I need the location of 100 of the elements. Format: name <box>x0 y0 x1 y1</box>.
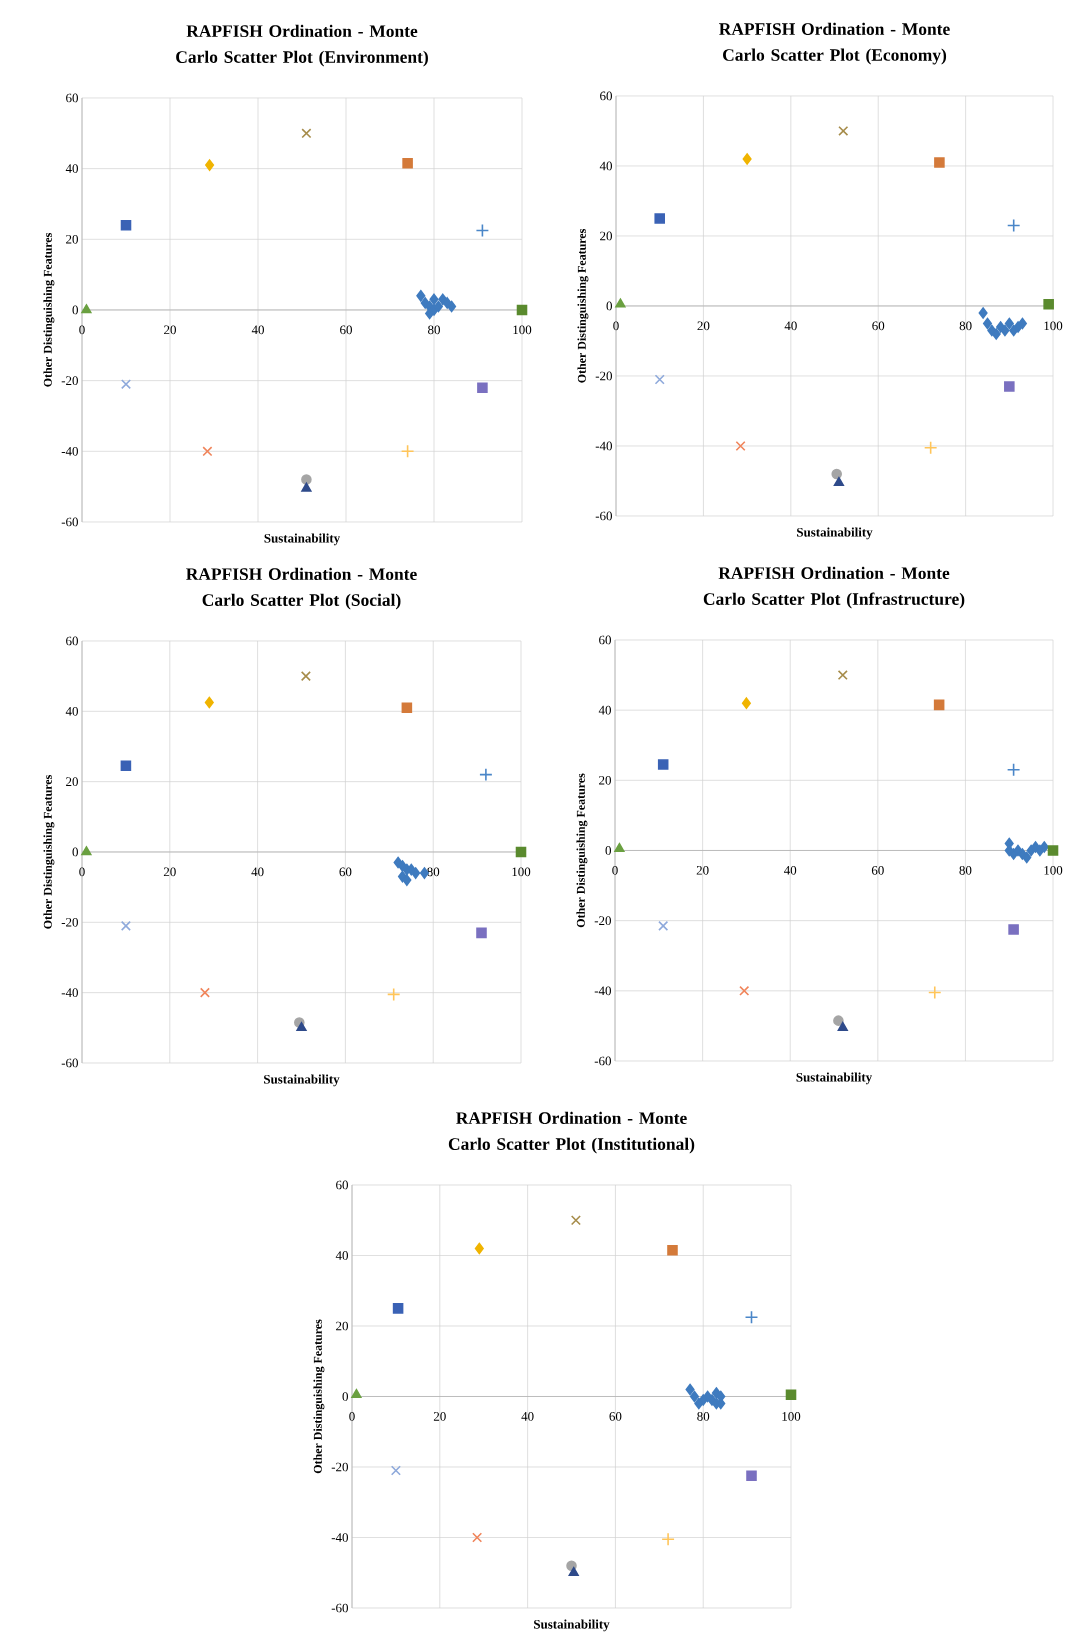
point <box>570 1215 581 1226</box>
y-tick-label: -20 <box>594 916 611 926</box>
x-axis-title: Sustainability <box>264 533 341 546</box>
y-tick-label: 0 <box>72 305 78 315</box>
y-tick-label: 40 <box>335 1251 348 1260</box>
y-tick-label: 20 <box>66 234 78 244</box>
x-tick-label: 0 <box>79 325 85 335</box>
point <box>661 1532 675 1547</box>
y-tick-label: -40 <box>594 986 611 996</box>
y-axis-title: Other Distinguishing Features <box>43 775 55 929</box>
point <box>402 874 412 886</box>
chart-title: RAPFISH Ordination - Monte Carlo Scatter Plot (Institutional) <box>448 1111 695 1154</box>
y-tick-label: -60 <box>594 1056 611 1066</box>
point <box>120 379 132 390</box>
point <box>923 440 938 455</box>
y-axis-title: Other Distinguishing Features <box>577 228 589 383</box>
x-tick-label: 20 <box>163 867 176 877</box>
point <box>837 1021 848 1031</box>
point <box>300 671 311 682</box>
point <box>447 300 457 313</box>
point <box>785 1389 797 1401</box>
x-tick-label: 40 <box>783 866 797 875</box>
point <box>658 920 669 931</box>
point <box>1006 218 1021 233</box>
y-tick-label: 0 <box>72 847 78 857</box>
point <box>301 128 312 139</box>
y-tick-label: 60 <box>336 1180 348 1190</box>
point <box>744 1310 759 1324</box>
point <box>685 1383 695 1396</box>
y-tick-label: 40 <box>599 161 612 171</box>
x-tick-label: 40 <box>521 1412 534 1421</box>
x-tick-label: 20 <box>164 325 176 335</box>
point <box>392 1303 404 1314</box>
chart-title: RAPFISH Ordination - Monte Carlo Scatter Plot (Infrastructure) <box>703 566 965 609</box>
x-tick-label: 80 <box>427 867 440 877</box>
point <box>429 293 439 306</box>
y-tick-label: 60 <box>599 635 611 645</box>
point <box>81 846 92 856</box>
point <box>934 157 945 168</box>
y-tick-label: -60 <box>61 517 78 527</box>
x-axis-title: Sustainability <box>534 1619 610 1632</box>
y-tick-label: -20 <box>61 376 78 385</box>
x-tick-label: 40 <box>784 321 797 331</box>
point <box>81 304 92 314</box>
y-tick-label: 60 <box>66 93 78 103</box>
point <box>390 1465 401 1476</box>
point <box>566 1560 577 1571</box>
point <box>1039 841 1049 853</box>
point <box>833 476 844 487</box>
x-tick-label: 100 <box>512 867 531 877</box>
point <box>296 1022 307 1032</box>
x-tick-label: 0 <box>612 866 618 875</box>
point <box>199 987 210 998</box>
point <box>477 382 488 393</box>
point <box>479 767 493 782</box>
x-axis-title: Sustainability <box>264 1074 340 1087</box>
y-tick-label: -40 <box>331 1533 348 1542</box>
point <box>667 1244 678 1256</box>
x-axis-title: Sustainability <box>797 527 873 540</box>
x-tick-label: 40 <box>251 325 264 335</box>
x-tick-label: 100 <box>1044 866 1063 875</box>
point <box>735 440 746 451</box>
point <box>1006 763 1021 777</box>
x-tick-label: 40 <box>251 867 264 877</box>
point <box>411 867 421 879</box>
point <box>615 298 626 308</box>
y-tick-label: 40 <box>598 705 611 715</box>
y-tick-label: 0 <box>605 846 611 855</box>
point <box>416 290 426 302</box>
point <box>386 987 401 1002</box>
y-tick-label: -60 <box>331 1603 348 1613</box>
point <box>1008 924 1019 935</box>
x-tick-label: 100 <box>782 1412 801 1421</box>
point <box>515 846 527 858</box>
point <box>654 374 665 385</box>
point <box>927 985 942 1000</box>
point <box>614 842 625 853</box>
y-tick-label: -60 <box>61 1058 78 1068</box>
x-tick-label: 20 <box>697 321 710 331</box>
x-tick-label: 100 <box>513 325 532 335</box>
point <box>833 1015 844 1026</box>
y-tick-label: 60 <box>66 636 78 646</box>
y-tick-label: -40 <box>61 446 78 456</box>
point <box>472 1532 483 1543</box>
y-tick-label: 20 <box>599 775 611 785</box>
point <box>689 1390 699 1403</box>
y-tick-label: 0 <box>606 301 612 311</box>
x-tick-label: 20 <box>696 866 709 875</box>
point <box>205 159 215 171</box>
x-tick-label: 80 <box>959 321 972 331</box>
chart-title: RAPFISH Ordination - Monte Carlo Scatter Plot (Environment) <box>176 24 428 67</box>
x-tick-label: 60 <box>871 866 884 875</box>
x-tick-label: 80 <box>697 1412 710 1421</box>
point <box>1043 298 1054 310</box>
point <box>475 223 490 238</box>
point <box>654 213 665 224</box>
point <box>301 474 312 485</box>
point <box>301 482 312 492</box>
x-tick-label: 100 <box>1044 321 1063 331</box>
point <box>120 920 131 931</box>
